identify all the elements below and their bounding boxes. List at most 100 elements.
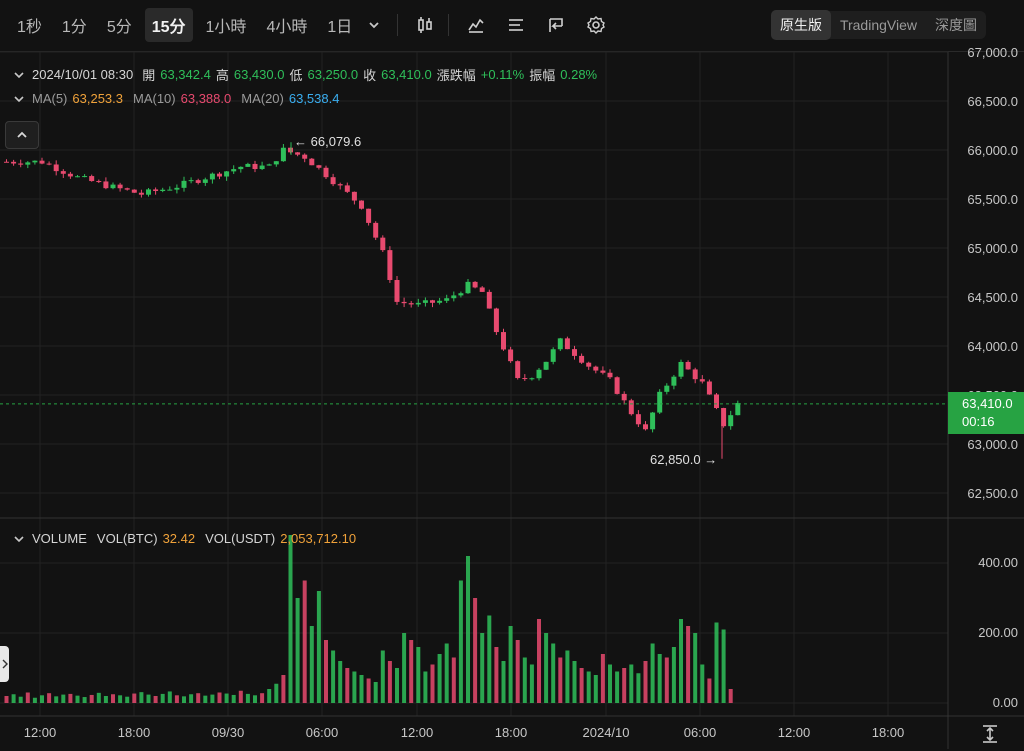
candle-body <box>366 208 372 223</box>
chevron-down-icon[interactable] <box>14 534 24 544</box>
timeframe-15m[interactable]: 15分 <box>144 8 193 42</box>
volume-bar <box>650 643 655 703</box>
volume-bar <box>331 650 336 703</box>
volume-bar <box>373 682 378 703</box>
volume-bar <box>338 661 343 703</box>
candle-body <box>444 298 450 301</box>
candle-body <box>60 171 66 174</box>
price-axis-label: 67,000.0 <box>967 45 1018 60</box>
ma5-value: 63,253.3 <box>72 91 123 106</box>
volume-bar <box>529 664 534 703</box>
toolbar-divider <box>448 14 450 36</box>
volume-bar <box>182 696 186 703</box>
chevron-down-icon[interactable] <box>14 70 24 80</box>
candle-body <box>344 185 350 192</box>
candle-body <box>515 361 521 379</box>
indicator-icon[interactable] <box>463 12 489 38</box>
candle-body <box>117 184 123 189</box>
volume-bar <box>615 671 620 703</box>
chevron-down-icon[interactable] <box>361 12 387 38</box>
candle-body <box>536 369 542 379</box>
volume-bar <box>238 690 243 703</box>
candle-body <box>664 385 670 392</box>
ma20-value: 63,538.4 <box>288 91 340 106</box>
vol-btc-value: 32.42 <box>162 531 196 546</box>
legend-change: +0.11% <box>480 67 525 82</box>
candlestick-icon[interactable] <box>412 12 438 38</box>
candle-body <box>295 152 301 155</box>
volume-bar <box>203 695 208 703</box>
volume-bar <box>572 661 577 703</box>
candle-body <box>266 164 272 166</box>
gear-icon[interactable] <box>583 12 609 38</box>
collapse-button[interactable] <box>5 121 39 149</box>
volume-bar <box>118 695 123 703</box>
candle-body <box>309 158 315 166</box>
volume-bar <box>473 598 478 703</box>
candle-body <box>11 161 17 164</box>
volume-bar <box>423 671 428 703</box>
volume-bar <box>494 647 499 703</box>
volume-bar <box>444 643 449 703</box>
ma5-label: MA(5) <box>32 91 68 106</box>
volume-bar <box>75 695 80 703</box>
timeframe-1d[interactable]: 1日 <box>327 19 353 36</box>
candle-body <box>451 295 457 299</box>
volume-bar <box>664 657 669 703</box>
volume-axis-label: 200.00 <box>978 625 1018 640</box>
candle-body <box>628 400 634 415</box>
candle-body <box>572 349 577 356</box>
legend-change-label: 漲跌幅 <box>436 68 476 83</box>
volume-bar <box>167 691 172 703</box>
volume-bar <box>416 647 421 703</box>
candle-body <box>188 180 194 182</box>
candle-body <box>735 403 741 416</box>
time-axis-label: 12:00 <box>777 725 811 740</box>
drag-handle[interactable] <box>0 646 9 682</box>
volume-bar <box>522 657 527 703</box>
volume-bar <box>458 580 463 703</box>
volume-bar <box>707 678 712 703</box>
timeframe-5m[interactable]: 5分 <box>106 19 132 36</box>
candle-body <box>4 161 9 163</box>
candle-body <box>486 291 492 309</box>
legend-close: 63,410.0 <box>381 67 432 82</box>
vol-usdt-value: 2,053,712.10 <box>280 531 357 546</box>
timeframe-1s[interactable]: 1秒 <box>17 19 42 36</box>
scale-reset-icon[interactable] <box>978 722 1002 746</box>
view-tradingview[interactable]: TradingView <box>839 17 917 33</box>
candle-body <box>430 300 435 303</box>
legend-amp: 0.28% <box>560 67 598 82</box>
time-axis-label: 12:00 <box>400 725 434 740</box>
view-native[interactable]: 原生版 <box>770 10 831 40</box>
volume-bar <box>111 694 115 703</box>
volume-bar <box>345 668 350 703</box>
timeframe-1m[interactable]: 1分 <box>61 19 87 36</box>
ma10-label: MA(10) <box>133 91 176 106</box>
candle-body <box>657 391 663 413</box>
candle-body <box>586 362 592 367</box>
legend-high-label: 高 <box>215 68 229 83</box>
candle-body <box>643 424 648 430</box>
menu-lines-icon[interactable] <box>503 12 529 38</box>
low-annotation: 62,850.0 → <box>650 452 718 467</box>
candle-body <box>699 379 705 382</box>
replay-icon[interactable] <box>543 12 569 38</box>
candle-body <box>217 173 222 177</box>
time-axis-label: 18:00 <box>117 725 151 740</box>
candle-body <box>593 366 599 371</box>
chevron-down-icon[interactable] <box>14 94 24 104</box>
timeframe-1h[interactable]: 1小時 <box>205 19 247 36</box>
volume-bar <box>189 694 194 703</box>
legend-low-label: 低 <box>289 68 303 83</box>
candle-body <box>195 180 201 183</box>
volume-bar <box>387 661 392 703</box>
volume-bar <box>146 694 151 703</box>
volume-bar <box>558 657 563 703</box>
volume-bar <box>245 693 250 703</box>
timeframe-4h[interactable]: 4小時 <box>266 19 308 36</box>
candle-body <box>493 308 499 333</box>
view-depth[interactable]: 深度圖 <box>935 17 977 33</box>
volume-bar <box>565 650 570 703</box>
